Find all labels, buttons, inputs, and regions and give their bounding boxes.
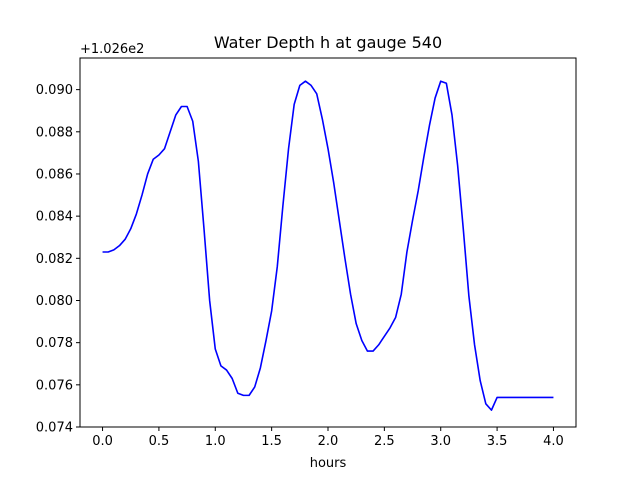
x-axis-label: hours (310, 456, 347, 471)
y-offset-label: +1.026e2 (80, 42, 144, 57)
x-tick-label: 2.5 (374, 434, 395, 449)
y-tick-label: 0.082 (36, 252, 73, 267)
chart-title: Water Depth h at gauge 540 (214, 33, 442, 52)
y-tick-label: 0.084 (36, 210, 73, 225)
x-tick-label: 1.0 (205, 434, 226, 449)
x-tick-label: 0.0 (92, 434, 113, 449)
x-tick-label: 3.5 (487, 434, 508, 449)
series-line-0 (102, 80, 554, 411)
x-tick-label: 4.0 (543, 434, 564, 449)
y-tick-label: 0.080 (36, 294, 73, 309)
x-tick-label: 3.0 (430, 434, 451, 449)
y-tick-label: 0.074 (36, 421, 73, 436)
y-tick-label: 0.088 (36, 125, 73, 140)
x-tick-label: 2.0 (318, 434, 339, 449)
x-tick-label: 0.5 (149, 434, 170, 449)
y-tick-label: 0.078 (36, 336, 73, 351)
x-tick-label: 1.5 (261, 434, 282, 449)
y-tick-label: 0.076 (36, 378, 73, 393)
plot-area: 0.0 0.5 1.0 1.5 2.0 2.5 3.0 3.5 4.0 0.074 0.076 0.0… (36, 57, 577, 449)
y-tick-label: 0.086 (36, 167, 73, 182)
y-tick-label: 0.090 (36, 83, 73, 98)
